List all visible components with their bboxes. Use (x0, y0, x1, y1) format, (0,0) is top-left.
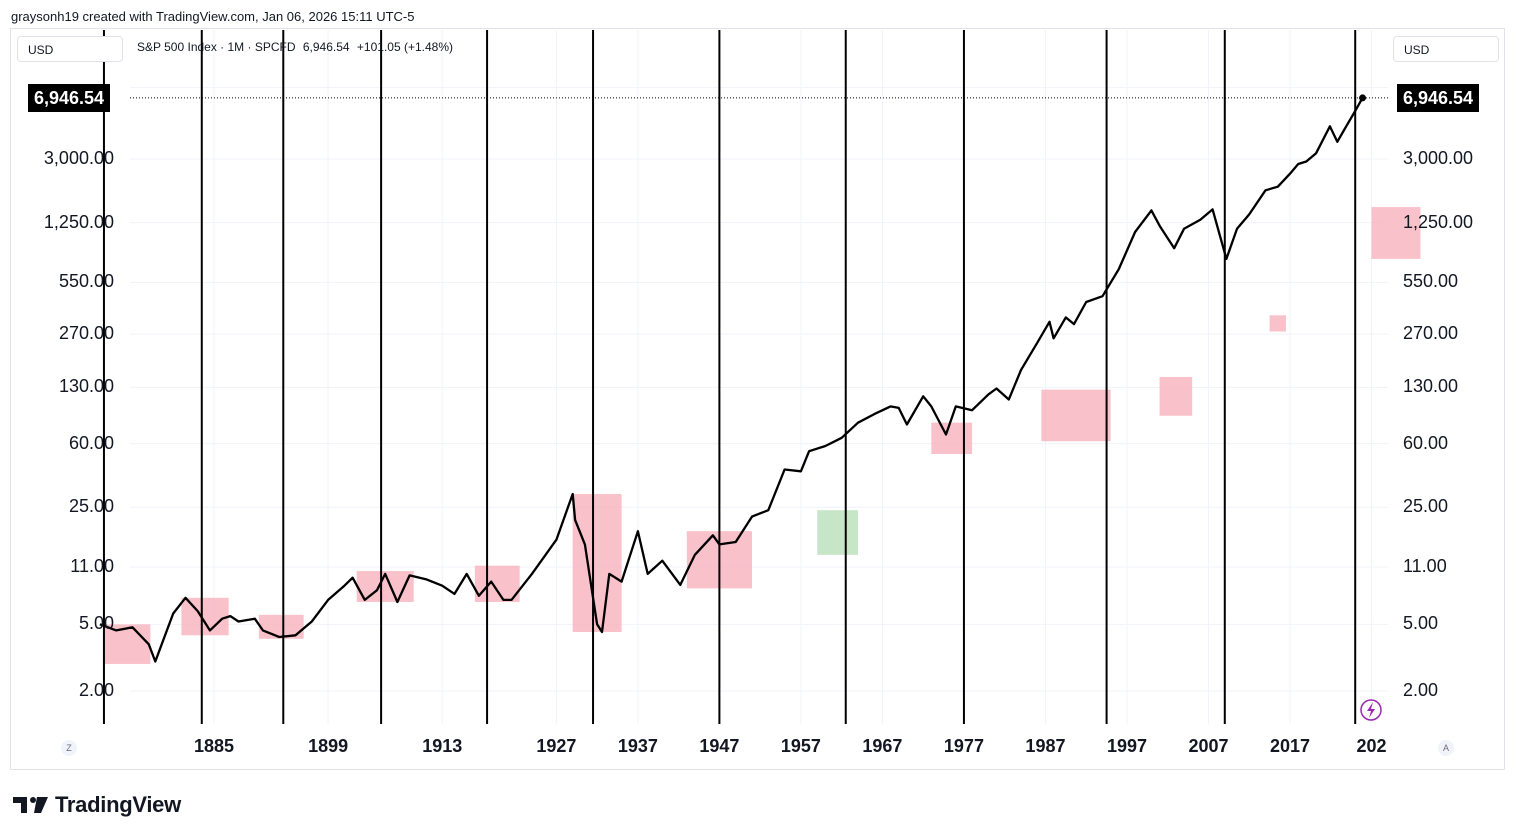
y-tick-label-left: 11.00 (70, 555, 114, 576)
price-label-right: 6,946.54 (1397, 83, 1480, 112)
x-tick-label: 1899 (308, 736, 349, 756)
legend-change: +101.05 (+1.48%) (356, 40, 453, 54)
tradingview-logo-icon (13, 797, 48, 813)
y-tick-label-right: 25.00 (1403, 496, 1449, 517)
x-tick-label: 2007 (1188, 736, 1229, 756)
x-tick-label: 1913 (422, 736, 463, 756)
green-region[interactable] (817, 510, 858, 555)
red-region[interactable] (1371, 207, 1421, 259)
brand-name: TradingView (55, 792, 181, 817)
x-tick-label: 2017 (1269, 736, 1311, 756)
y-tick-label-left: 270.00 (58, 323, 114, 344)
y-tick-label-left: 3,000.00 (43, 148, 114, 168)
red-region[interactable] (1041, 389, 1111, 442)
currency-selector-right[interactable]: USD (1393, 36, 1499, 62)
last-point-marker (1359, 94, 1367, 102)
x-tick-label: 202 (1356, 736, 1387, 756)
vertical-markers (102, 30, 1357, 724)
x-tick-label: 1967 (862, 736, 903, 756)
red-region[interactable] (1159, 376, 1193, 416)
red-region[interactable] (1269, 315, 1286, 332)
y-tick-label-left: 25.00 (68, 496, 114, 517)
currency-selector-left[interactable]: USD (17, 36, 123, 62)
y-tick-label-right: 1,250.00 (1403, 211, 1474, 232)
legend-symbol[interactable]: S&P 500 Index · 1M · SPCFD (137, 40, 296, 54)
legend-last-value: 6,946.54 (302, 40, 350, 54)
y-tick-label-right: 550.00 (1403, 271, 1459, 292)
x-tick-label: 1937 (617, 736, 658, 756)
x-tick-label: 1927 (536, 736, 577, 756)
red-region[interactable] (572, 494, 622, 633)
y-tick-label-right: 130.00 (1403, 376, 1459, 397)
auto-scale-a-button[interactable]: A (1438, 740, 1454, 756)
x-tick-label: 1885 (193, 736, 235, 756)
series-line-spx (99, 97, 1364, 663)
red-region[interactable] (474, 565, 520, 602)
y-tick-label-left: 550.00 (58, 271, 114, 292)
y-tick-label-left: 5.00 (78, 613, 114, 634)
x-tick-label: 1977 (943, 736, 984, 756)
y-tick-label-left: 130.00 (58, 376, 114, 397)
shaded-regions (104, 207, 1421, 664)
x-tick-label: 1987 (1025, 736, 1066, 756)
y-tick-label-right: 5.00 (1403, 613, 1439, 634)
price-label-left: 6,946.54 (28, 83, 111, 112)
y-tick-label-right: 3,000.00 (1403, 148, 1474, 168)
red-region[interactable] (104, 624, 151, 664)
y-tick-label-right: 2.00 (1403, 680, 1439, 700)
red-region[interactable] (181, 597, 229, 636)
y-tick-label-right: 60.00 (1403, 432, 1449, 453)
x-tick-label: 1957 (780, 736, 821, 756)
attribution-text: graysonh19 created with TradingView.com,… (11, 9, 415, 24)
x-tick-label: 1947 (699, 736, 740, 756)
y-tick-label-left: 60.00 (68, 432, 114, 453)
y-tick-label-left: 1,250.00 (43, 211, 114, 232)
red-region[interactable] (931, 422, 973, 454)
brand-footer[interactable]: TradingView (13, 792, 181, 818)
chart-grid (130, 30, 1388, 724)
y-tick-label-left: 2.00 (78, 680, 114, 700)
y-tick-label-right: 270.00 (1403, 323, 1459, 344)
y-tick-label-right: 11.00 (1403, 555, 1447, 576)
chart-legend: S&P 500 Index · 1M · SPCFD 6,946.54 +101… (137, 40, 453, 54)
x-tick-label: 1997 (1106, 736, 1147, 756)
auto-scale-z-button[interactable]: Z (61, 740, 77, 756)
pulse-icon[interactable] (1360, 699, 1382, 721)
chart-frame (10, 28, 1505, 770)
